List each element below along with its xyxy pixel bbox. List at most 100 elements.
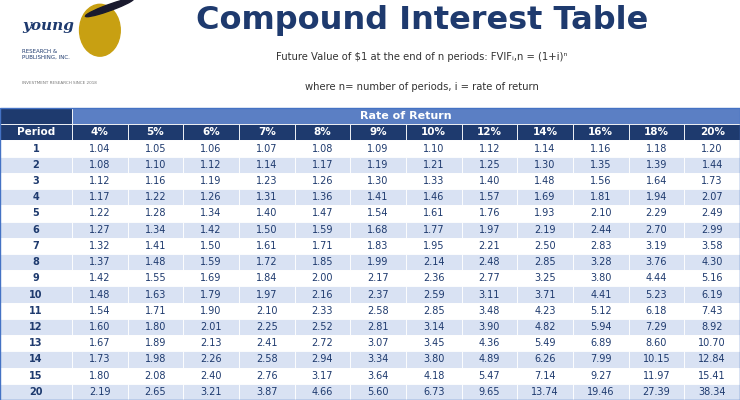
Bar: [72, 157, 127, 173]
Bar: [0, 205, 72, 222]
Text: 2.16: 2.16: [312, 290, 333, 300]
Bar: [127, 140, 184, 157]
Text: young: young: [22, 20, 74, 34]
Text: 4.23: 4.23: [534, 306, 556, 316]
Text: 1.77: 1.77: [423, 225, 445, 235]
Text: 1.71: 1.71: [312, 241, 333, 251]
Text: 1.71: 1.71: [144, 306, 166, 316]
Bar: [573, 157, 629, 173]
Text: 1.09: 1.09: [367, 144, 389, 154]
Text: 1.81: 1.81: [590, 192, 611, 202]
Bar: [72, 254, 127, 270]
Bar: [517, 173, 573, 189]
Bar: [0, 286, 72, 303]
Bar: [72, 286, 127, 303]
Bar: [629, 189, 684, 205]
Bar: [127, 173, 184, 189]
Text: 3.25: 3.25: [534, 273, 556, 283]
Text: 10: 10: [29, 290, 43, 300]
Text: 2.36: 2.36: [423, 273, 445, 283]
Bar: [184, 157, 239, 173]
Bar: [350, 173, 406, 189]
Text: 5.47: 5.47: [479, 371, 500, 381]
Text: 2.01: 2.01: [201, 322, 222, 332]
Bar: [462, 319, 517, 335]
Bar: [127, 286, 184, 303]
Text: where n= number of periods, i = rate of return: where n= number of periods, i = rate of …: [305, 82, 539, 92]
Text: 1: 1: [33, 144, 39, 154]
Bar: [295, 286, 350, 303]
Bar: [629, 205, 684, 222]
Text: 18%: 18%: [644, 127, 669, 137]
Text: 1.95: 1.95: [423, 241, 445, 251]
Bar: [127, 124, 184, 140]
Bar: [0, 124, 72, 140]
Bar: [462, 254, 517, 270]
Bar: [406, 189, 462, 205]
Text: 15: 15: [29, 371, 43, 381]
Bar: [295, 319, 350, 335]
Text: 7.29: 7.29: [646, 322, 667, 332]
Bar: [72, 173, 127, 189]
Bar: [0, 351, 72, 368]
Bar: [406, 368, 462, 384]
Text: 5.60: 5.60: [367, 387, 389, 397]
Bar: [184, 189, 239, 205]
Text: 1.76: 1.76: [479, 208, 500, 218]
Bar: [350, 270, 406, 286]
Bar: [517, 254, 573, 270]
Text: 6: 6: [33, 225, 39, 235]
Bar: [573, 189, 629, 205]
Text: 10%: 10%: [421, 127, 446, 137]
Text: 1.10: 1.10: [423, 144, 445, 154]
Bar: [184, 254, 239, 270]
Text: 1.54: 1.54: [89, 306, 110, 316]
Bar: [350, 205, 406, 222]
Bar: [295, 351, 350, 368]
Bar: [517, 270, 573, 286]
Bar: [517, 319, 573, 335]
Text: 2.07: 2.07: [702, 192, 723, 202]
Text: 1.73: 1.73: [702, 176, 723, 186]
Bar: [184, 238, 239, 254]
Text: 2.10: 2.10: [590, 208, 611, 218]
Ellipse shape: [86, 0, 133, 17]
Bar: [0, 189, 72, 205]
Bar: [517, 286, 573, 303]
Bar: [629, 124, 684, 140]
Text: 3.80: 3.80: [590, 273, 611, 283]
Text: 1.83: 1.83: [367, 241, 389, 251]
Bar: [629, 335, 684, 351]
Text: 2.59: 2.59: [423, 290, 445, 300]
Text: 1.40: 1.40: [256, 208, 278, 218]
Text: 2.13: 2.13: [201, 338, 222, 348]
Bar: [629, 368, 684, 384]
Bar: [406, 205, 462, 222]
Text: 2.85: 2.85: [534, 257, 556, 267]
Text: 1.89: 1.89: [145, 338, 166, 348]
Text: 4.89: 4.89: [479, 354, 500, 364]
Text: 13.74: 13.74: [531, 387, 559, 397]
Text: 1.25: 1.25: [479, 160, 500, 170]
Text: 2.94: 2.94: [312, 354, 333, 364]
Text: 1.21: 1.21: [423, 160, 445, 170]
Bar: [127, 205, 184, 222]
Bar: [406, 124, 462, 140]
Bar: [127, 319, 184, 335]
Text: 2.41: 2.41: [256, 338, 278, 348]
Text: 2.19: 2.19: [89, 387, 110, 397]
Bar: [184, 335, 239, 351]
Bar: [0, 319, 72, 335]
Bar: [684, 335, 740, 351]
Text: 1.48: 1.48: [145, 257, 166, 267]
Text: 6%: 6%: [202, 127, 220, 137]
Text: 1.17: 1.17: [89, 192, 110, 202]
Bar: [684, 319, 740, 335]
Text: 3.58: 3.58: [702, 241, 723, 251]
Text: 2.37: 2.37: [367, 290, 389, 300]
Bar: [517, 368, 573, 384]
Bar: [629, 384, 684, 400]
Bar: [517, 384, 573, 400]
Bar: [295, 384, 350, 400]
Text: 6.73: 6.73: [423, 387, 445, 397]
